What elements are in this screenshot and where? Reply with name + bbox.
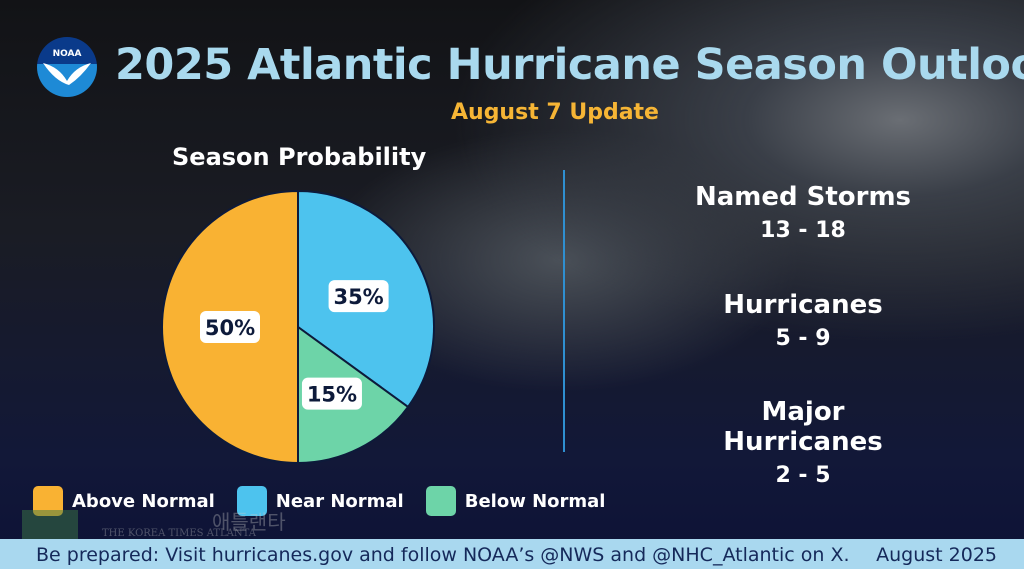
legend-label: Above Normal: [72, 490, 215, 512]
stat-major-hurricanes: Major Hurricanes 2 - 5: [690, 397, 916, 488]
pie-data-label: 35%: [328, 280, 389, 313]
chart-title: Season Probability: [172, 143, 427, 171]
stat-value: 13 - 18: [760, 218, 846, 243]
label-background: [301, 377, 362, 410]
stat-hurricanes: Hurricanes 5 - 9: [690, 290, 916, 351]
legend-item-near-normal: Near Normal: [236, 486, 404, 516]
watermark-korean: 애틀랜타: [212, 510, 286, 534]
stat-label: Major Hurricanes: [723, 397, 883, 457]
stat-value: 5 - 9: [775, 326, 831, 351]
label-background: [200, 311, 260, 343]
legend-item-below-normal: Below Normal: [425, 486, 606, 516]
stat-value: 2 - 5: [775, 463, 831, 488]
footer-bar: Be prepared: Visit hurricanes.gov and fo…: [0, 539, 1024, 569]
pie-chart: 35% 15% 50%: [161, 189, 435, 465]
label-background: [328, 280, 389, 313]
legend-label: Below Normal: [464, 490, 606, 512]
pie-label-text: 35%: [333, 285, 383, 309]
legend-label: Near Normal: [275, 490, 404, 512]
pie-label-text: 50%: [205, 316, 255, 340]
footer-date: August 2025: [876, 544, 997, 566]
stat-named-storms: Named Storms 13 - 18: [690, 182, 916, 243]
footer-message: Be prepared: Visit hurricanes.gov and fo…: [36, 544, 850, 566]
noaa-logo: NOAA: [37, 37, 97, 97]
legend-swatch: [236, 486, 267, 516]
pie-label-text: 15%: [307, 383, 357, 407]
legend: Above Normal Near Normal Below Normal: [33, 486, 605, 516]
pie-data-label: 50%: [200, 311, 260, 343]
legend-swatch: [425, 486, 456, 516]
divider: [563, 170, 565, 452]
page-subtitle: August 7 Update: [451, 100, 659, 125]
logo-text: NOAA: [52, 49, 82, 59]
watermark-english: THE KOREA TIMES ATLANTA: [102, 528, 256, 539]
page-title: 2025 Atlantic Hurricane Season Outlook: [115, 40, 1024, 90]
stat-label: Named Storms: [694, 182, 912, 212]
pie-data-label: 15%: [301, 377, 362, 410]
stat-label: Hurricanes: [723, 290, 883, 320]
